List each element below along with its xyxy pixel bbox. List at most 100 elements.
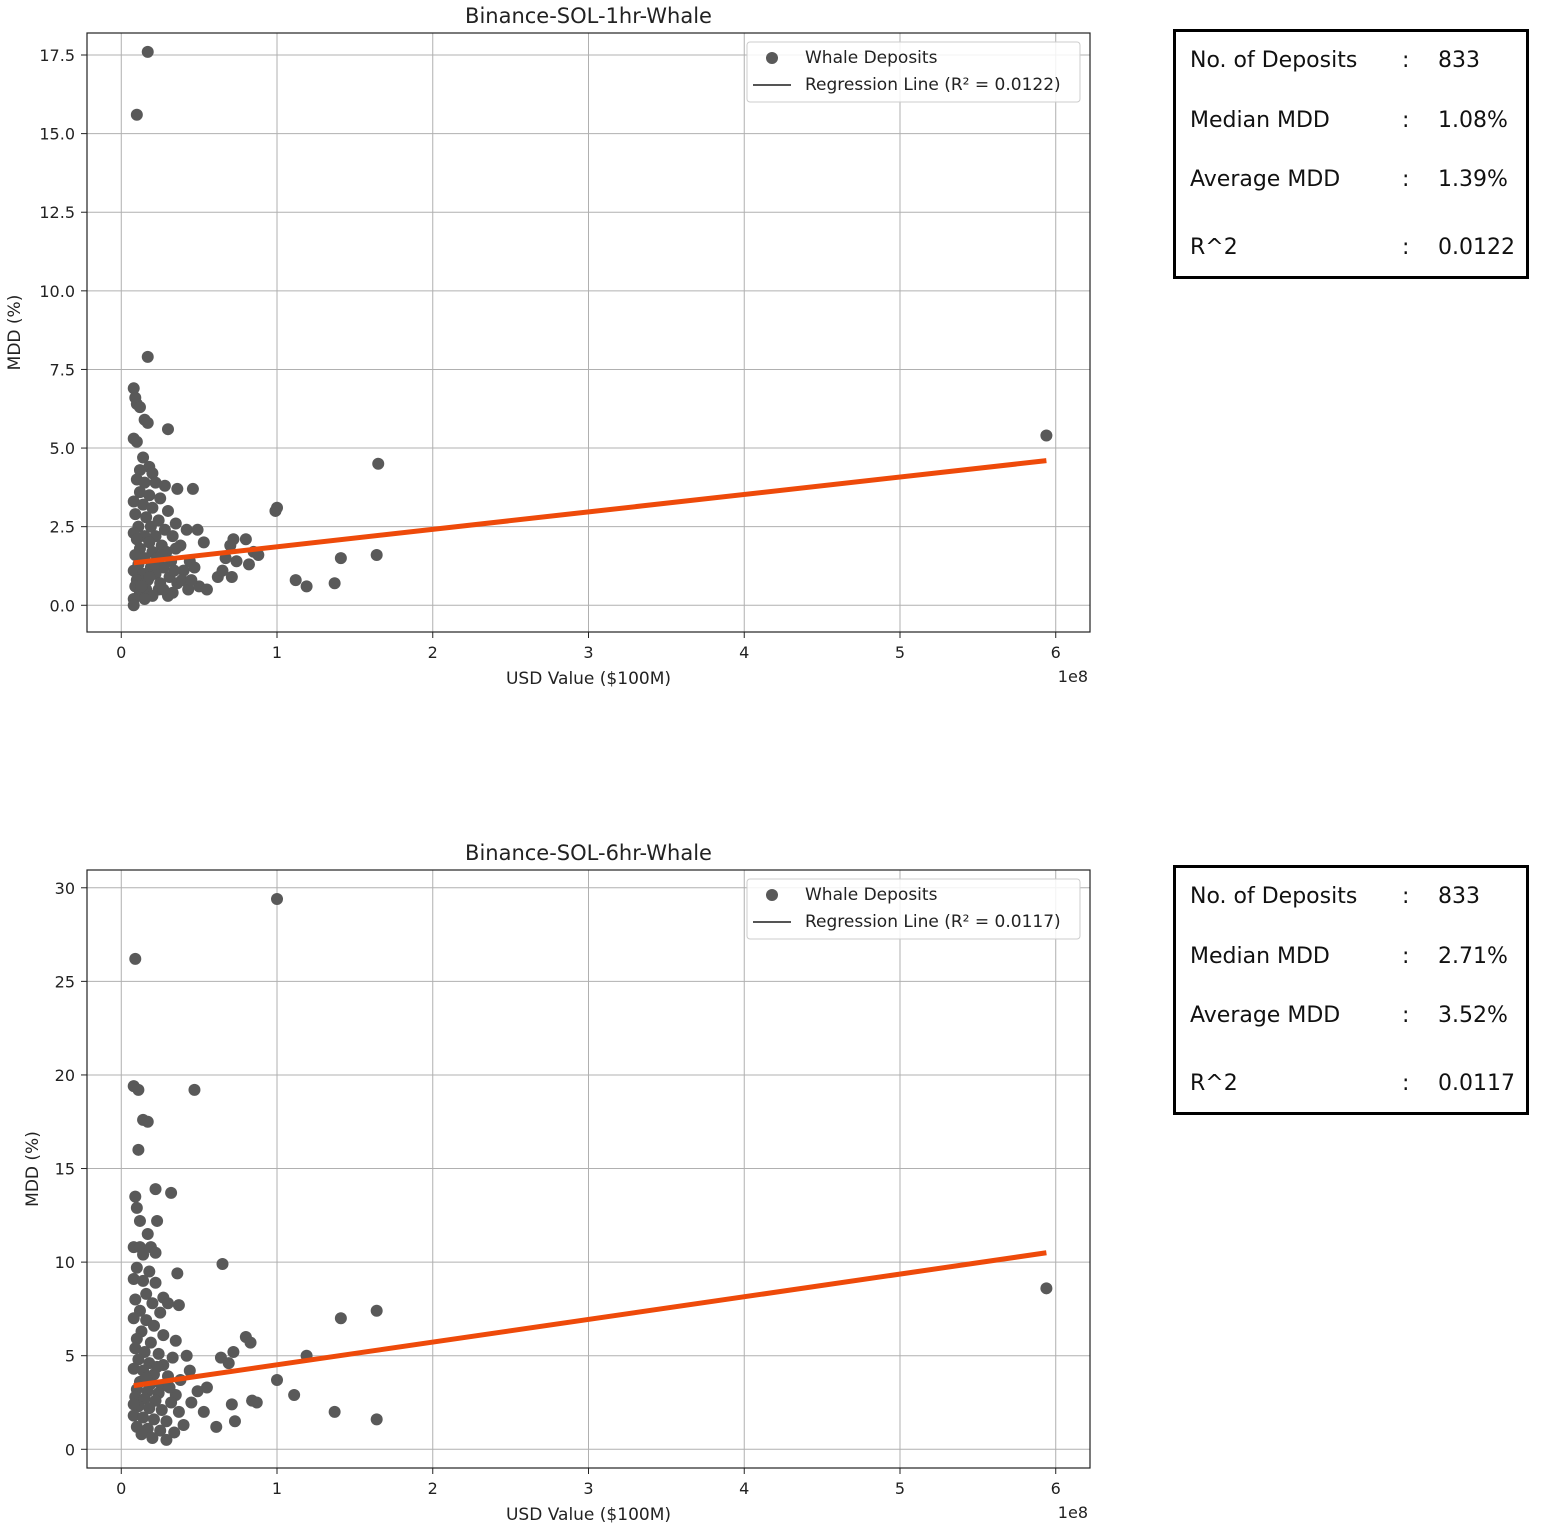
x-tick-label: 5 (895, 1479, 905, 1498)
scatter-point (146, 1432, 159, 1445)
scatter-point (239, 533, 252, 546)
y-tick-label: 0 (65, 1440, 75, 1459)
x-tick-label: 1 (272, 643, 282, 662)
scatter-point (137, 498, 150, 511)
legend-marker-scatter (766, 52, 778, 64)
scatter-point (227, 1345, 240, 1358)
x-tick-label: 0 (116, 1479, 126, 1498)
scatter-point (138, 476, 151, 489)
scatter-point (225, 570, 238, 583)
scatter-point (180, 523, 193, 536)
scatter-point (135, 580, 148, 593)
scatter-point (147, 1319, 160, 1332)
scatter-point (188, 1083, 201, 1096)
scatter-point (182, 583, 195, 596)
scatter-point (157, 583, 170, 596)
scatter-point (127, 1362, 140, 1375)
scatter-point (129, 1190, 142, 1203)
x-tick-label: 6 (1051, 1479, 1061, 1498)
scatter-point (1040, 429, 1053, 442)
scatter-point (250, 1396, 263, 1409)
chart-title: Binance-SOL-1hr-Whale (465, 4, 712, 28)
scatter-point (210, 1420, 223, 1433)
scatter-point (334, 552, 347, 565)
scatter-point (185, 574, 198, 587)
scatter-point (152, 1347, 165, 1360)
x-offset-label: 1e8 (1058, 1503, 1088, 1522)
scatter-point (200, 1381, 213, 1394)
stats-row-median: Median MDD : 2.71% (1190, 944, 1516, 974)
scatter-point (288, 1389, 301, 1402)
stats-box-6hr: No. of Deposits : 833 Median MDD : 2.71%… (1173, 865, 1529, 1115)
scatter-point (127, 1409, 140, 1422)
scatter-point (177, 564, 190, 577)
scatter-point (300, 580, 313, 593)
y-tick-label: 15 (55, 1160, 75, 1179)
y-tick-label: 5 (65, 1347, 75, 1366)
scatter-point (130, 533, 143, 546)
scatter-point (137, 1248, 150, 1261)
scatter-point (129, 1293, 142, 1306)
scatter-point (133, 486, 146, 499)
scatter-point (289, 574, 302, 587)
scatter-point (228, 1415, 241, 1428)
stats-label: Average MDD (1190, 1003, 1341, 1028)
x-offset-label: 1e8 (1058, 667, 1088, 686)
scatter-point (130, 108, 143, 121)
y-tick-label: 12.5 (39, 203, 75, 222)
stats-row-r2: R^2 : 0.0117 (1190, 1071, 1516, 1101)
scatter-point (154, 1424, 167, 1437)
scatter-point (135, 1428, 148, 1441)
stats-row-average: Average MDD : 3.52% (1190, 1003, 1516, 1033)
scatter-point (186, 482, 199, 495)
stats-row-deposits: No. of Deposits : 833 (1190, 884, 1516, 914)
stats-value: 1.39% (1438, 167, 1508, 192)
scatter-point (191, 523, 204, 536)
scatter-point (137, 1411, 150, 1424)
stats-value: 0.0117 (1438, 1071, 1515, 1096)
scatter-point (137, 451, 150, 464)
scatter-point (149, 1246, 162, 1259)
scatter-point (370, 548, 383, 561)
stats-label: No. of Deposits (1190, 48, 1358, 73)
x-tick-label: 4 (739, 643, 749, 662)
stats-value: 3.52% (1438, 1003, 1508, 1028)
scatter-point (143, 570, 156, 583)
y-tick-label: 17.5 (39, 46, 75, 65)
scatter-point (230, 555, 243, 568)
scatter-point (127, 1312, 140, 1325)
scatter-point (200, 583, 213, 596)
scatter-point (370, 1304, 383, 1317)
scatter-point (160, 1415, 173, 1428)
scatter-point (132, 1083, 145, 1096)
stats-colon: : (1402, 944, 1410, 969)
scatter-point (137, 1274, 150, 1287)
stats-label: R^2 (1190, 1071, 1238, 1096)
scatter-point (127, 1272, 140, 1285)
scatter-point (328, 1405, 341, 1418)
scatter-point (143, 1265, 156, 1278)
y-tick-label: 20 (55, 1066, 75, 1085)
stats-label: Average MDD (1190, 167, 1341, 192)
scatter-point (372, 457, 385, 470)
scatter-point (141, 1115, 154, 1128)
stats-row-deposits: No. of Deposits : 833 (1190, 48, 1516, 78)
scatter-point (169, 542, 182, 555)
grid (87, 870, 1090, 1468)
scatter-point (127, 495, 140, 508)
stats-row-r2: R^2 : 0.0122 (1190, 235, 1516, 265)
chart-title: Binance-SOL-6hr-Whale (465, 841, 712, 865)
scatter-point (154, 492, 167, 505)
legend-marker-scatter (766, 889, 778, 901)
scatter-point (133, 401, 146, 414)
scatter-point (161, 504, 174, 517)
y-tick-label: 2.5 (50, 518, 75, 537)
scatter-point (271, 1374, 284, 1387)
scatter-points (127, 893, 1053, 1446)
x-tick-label: 4 (739, 1479, 749, 1498)
scatter-point (334, 1312, 347, 1325)
scatter-point (146, 501, 159, 514)
x-axis-label: USD Value ($100M) (506, 1505, 671, 1525)
x-tick-label: 3 (583, 1479, 593, 1498)
chart-1hr: Binance-SOL-1hr-Whale 0 1 2 3 4 5 6 0.0 2.5 5.0 7.5… (5, 4, 1091, 689)
